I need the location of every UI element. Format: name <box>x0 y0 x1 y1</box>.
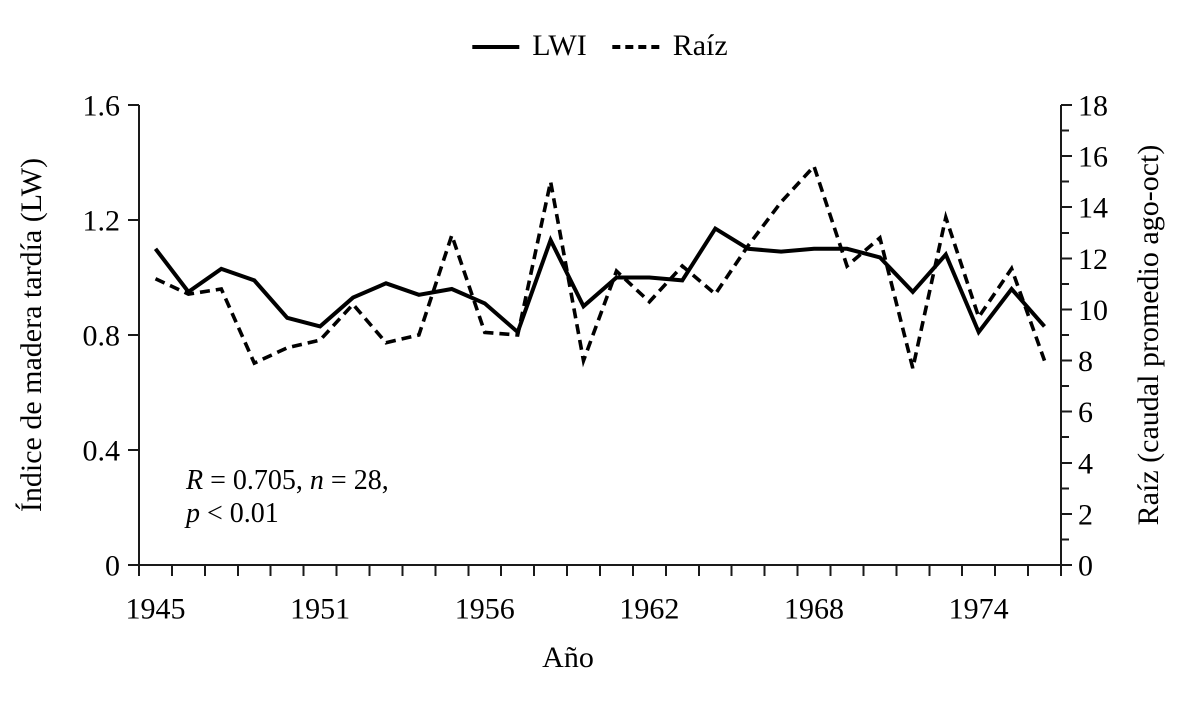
annotation: R = 0.705, n = 28, p < 0.01 <box>186 464 389 530</box>
y-right-tick-label: 2 <box>1078 498 1093 531</box>
x-tick-label: 1968 <box>784 593 844 626</box>
y-left-tick-label: 1.6 <box>83 90 121 123</box>
lwi-line <box>153 225 1047 337</box>
stat-text: = 28, <box>323 465 389 496</box>
right-axis-title: Raíz (caudal promedio ago-oct) <box>1132 144 1165 526</box>
y-right-tick-label: 8 <box>1078 345 1093 378</box>
y-right-tick-label: 18 <box>1078 90 1108 123</box>
tick-labels: 0 0.4 0.8 1.2 1.6 0 2 4 6 8 10 12 14 16 18 1945 1951 1956… <box>83 90 1109 626</box>
left-axis-title: Índice de madera tardía (LW) <box>15 157 48 513</box>
stat-variable: R <box>186 465 204 496</box>
x-tick-label: 1945 <box>125 593 185 626</box>
legend-label-lwi: LWI <box>532 29 587 62</box>
y-left-tick-label: 0 <box>105 550 120 583</box>
x-axis-title: Año <box>542 641 594 674</box>
annotation-line-1: R = 0.705, n = 28, <box>186 464 389 497</box>
annotation-line-2: p < 0.01 <box>186 497 389 530</box>
legend-label-raiz: Raíz <box>672 29 728 62</box>
raiz-line-sample <box>612 45 660 49</box>
lwi-line-sample <box>472 45 520 49</box>
x-tick-label: 1962 <box>619 593 679 626</box>
x-tick-label: 1974 <box>949 593 1009 626</box>
y-left-tick-label: 1.2 <box>83 205 121 238</box>
stat-text: = 0.705, <box>203 465 310 496</box>
legend: LWI Raíz <box>472 29 728 63</box>
stat-text: < 0.01 <box>200 498 279 529</box>
y-right-tick-label: 6 <box>1078 396 1093 429</box>
stat-variable: n <box>309 465 324 496</box>
y-right-tick-label: 0 <box>1078 550 1093 583</box>
stat-variable: p <box>186 498 200 529</box>
y-right-tick-label: 10 <box>1078 294 1108 327</box>
x-tick-label: 1951 <box>290 593 350 626</box>
y-right-tick-label: 12 <box>1078 243 1108 276</box>
y-right-tick-label: 16 <box>1078 141 1108 174</box>
raiz-line <box>154 162 1047 369</box>
y-right-tick-label: 14 <box>1078 192 1108 225</box>
y-left-tick-label: 0.4 <box>83 435 121 468</box>
x-tick-label: 1956 <box>455 593 515 626</box>
y-left-tick-label: 0.8 <box>83 320 121 353</box>
y-right-tick-label: 4 <box>1078 447 1093 480</box>
ticks <box>128 104 1072 576</box>
